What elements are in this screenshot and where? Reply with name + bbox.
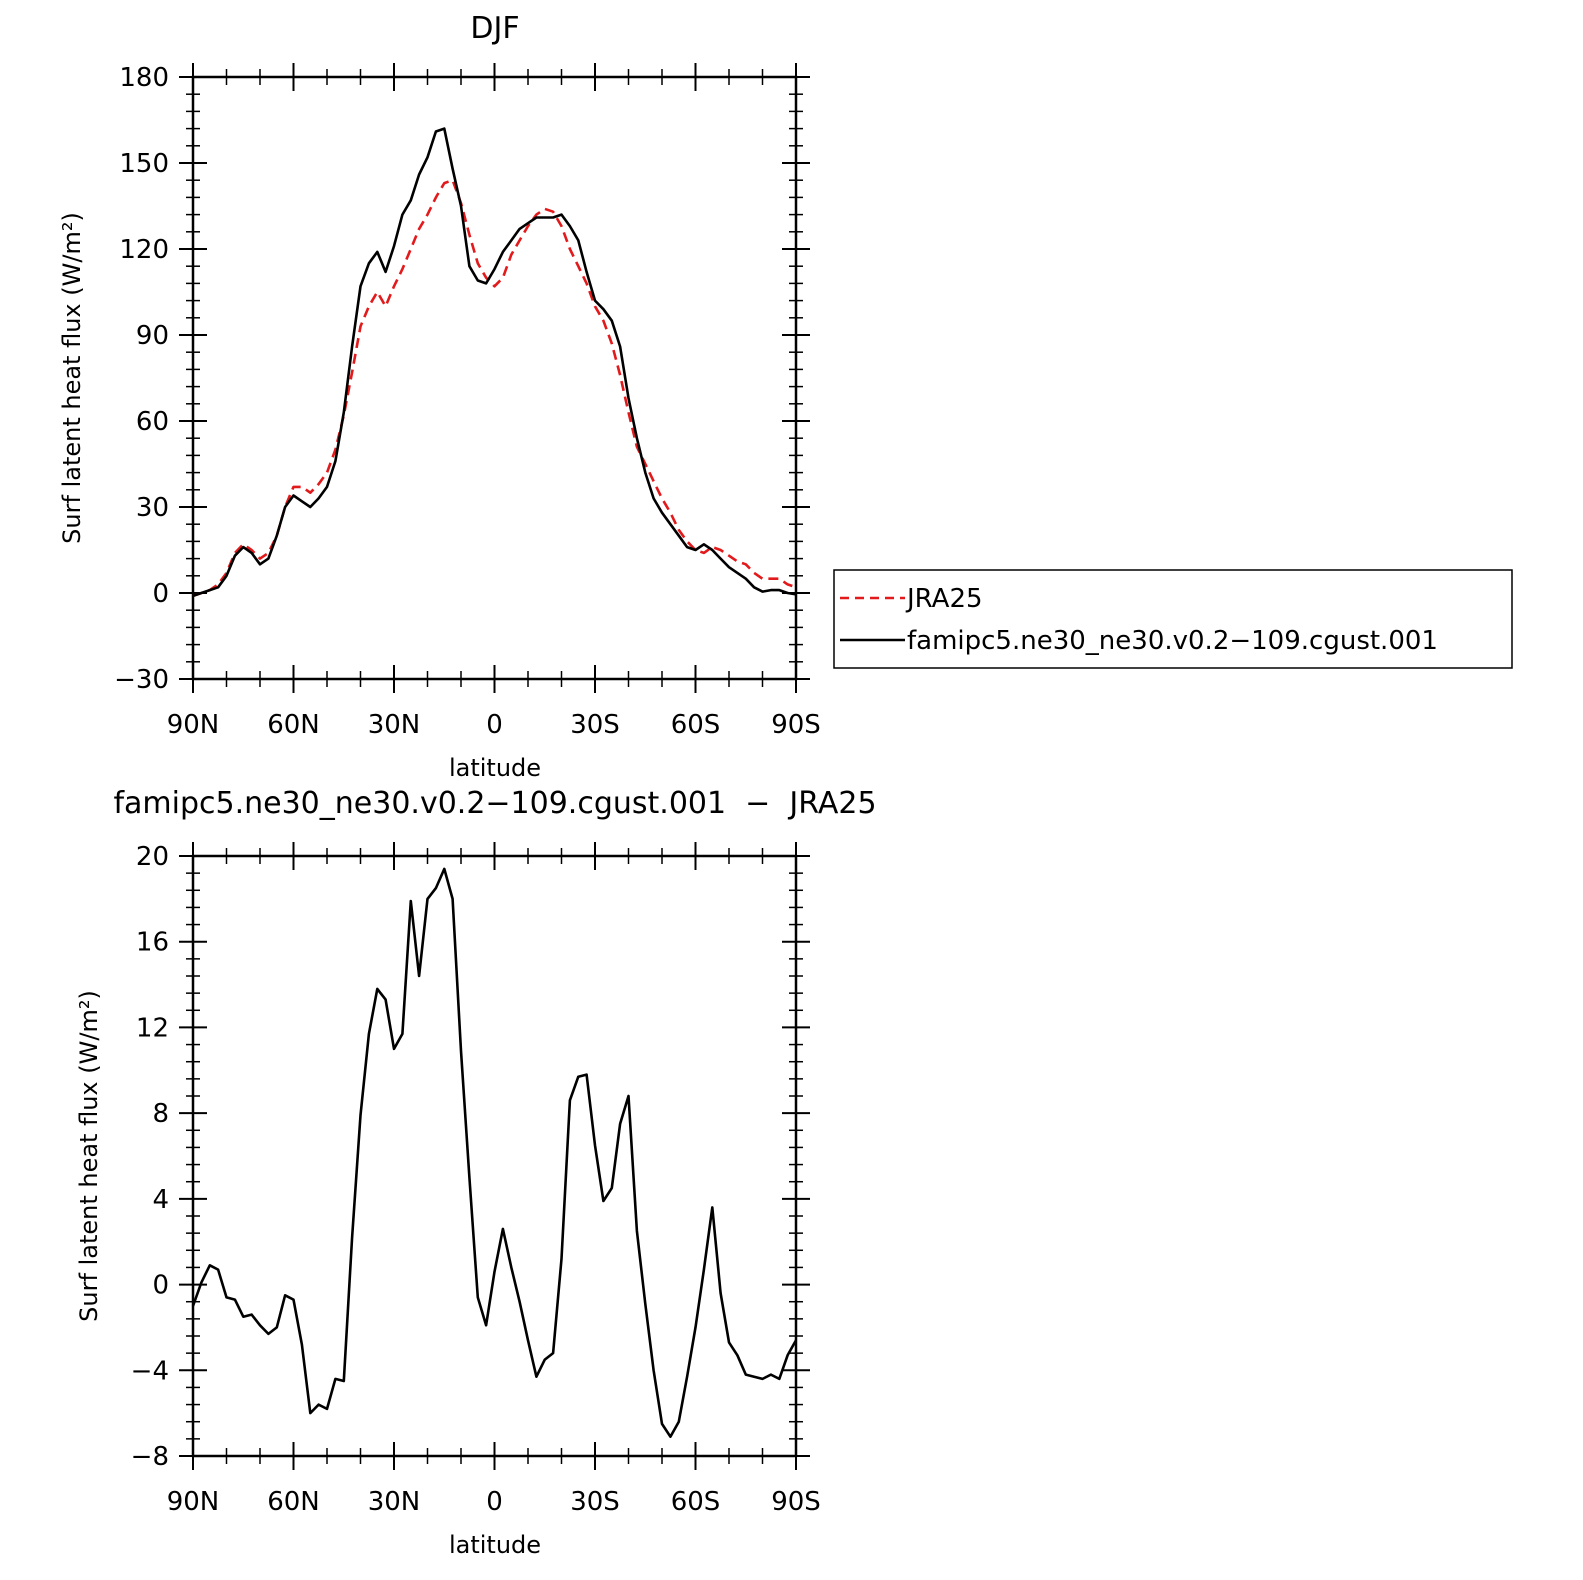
x-tick-label: 0 [486,1487,503,1517]
panel-djf-x-axis-label: latitude [449,754,541,782]
panel-djf: DJF 90N 60N 30N 0 30S 60S 90S −30 0 30 60 90 120 150… [58,11,821,782]
panel-difference-plot-frame [191,854,798,1458]
y-tick-label: 0 [152,1271,169,1301]
panel-djf-y-axis-label: Surf latent heat flux (W/m²) [58,212,86,544]
series-line-jra25 [192,178,797,598]
panel-difference-y-tick-labels: −8 −4 0 4 8 12 16 20 [131,842,169,1472]
y-tick-label: 20 [136,842,169,872]
y-tick-label: −8 [131,1442,169,1472]
y-tick-label: 180 [119,63,169,93]
x-tick-label: 0 [486,710,503,740]
series-line-famipc5-ne30-ne30-v0-2-109-cgust-001 [192,127,797,598]
x-tick-label: 30S [570,1487,620,1517]
panel-difference-y-axis-label: Surf latent heat flux (W/m²) [75,990,103,1322]
panel-djf-plot-frame [191,75,798,681]
y-tick-label: 0 [152,579,169,609]
x-tick-label: 60N [267,710,320,740]
x-tick-label: 60N [267,1487,320,1517]
y-tick-label: 150 [119,149,169,179]
x-tick-label: 30S [570,710,620,740]
series-line-difference [191,867,798,1438]
legend-label-model: famipc5.ne30_ne30.v0.2−109.cgust.001 [907,626,1438,656]
legend-label-jra25: JRA25 [905,584,983,614]
y-tick-label: −4 [131,1356,169,1386]
panel-difference-series [191,867,798,1438]
x-tick-label: 30N [368,710,421,740]
x-tick-label: 90S [771,710,821,740]
legend-box [833,569,1513,669]
y-tick-label: −30 [114,665,169,695]
y-tick-label: 120 [119,235,169,265]
panel-djf-ticks [179,63,810,693]
y-tick-label: 8 [152,1099,169,1129]
x-tick-label: 60S [671,710,721,740]
panel-djf-series [192,127,797,598]
y-tick-label: 16 [136,928,169,958]
y-tick-label: 4 [152,1185,169,1215]
y-tick-label: 12 [136,1013,169,1043]
legend: JRA25 famipc5.ne30_ne30.v0.2−109.cgust.0… [833,569,1513,669]
panel-difference: famipc5.ne30_ne30.v0.2−109.cgust.001 − J… [75,786,877,1559]
x-tick-label: 90S [771,1487,821,1517]
panel-difference-x-axis-label: latitude [449,1531,541,1559]
x-tick-label: 90N [167,710,220,740]
panel-difference-ticks [179,842,810,1470]
y-tick-label: 90 [136,321,169,351]
panel-djf-x-tick-labels: 90N 60N 30N 0 30S 60S 90S [167,710,821,740]
x-tick-label: 90N [167,1487,220,1517]
panel-difference-title: famipc5.ne30_ne30.v0.2−109.cgust.001 − J… [113,786,876,821]
y-tick-label: 60 [136,407,169,437]
panel-djf-y-tick-labels: −30 0 30 60 90 120 150 180 [114,63,169,695]
panel-difference-x-tick-labels: 90N 60N 30N 0 30S 60S 90S [167,1487,821,1517]
x-tick-label: 30N [368,1487,421,1517]
y-tick-label: 30 [136,493,169,523]
panel-djf-title: DJF [470,11,519,46]
x-tick-label: 60S [671,1487,721,1517]
